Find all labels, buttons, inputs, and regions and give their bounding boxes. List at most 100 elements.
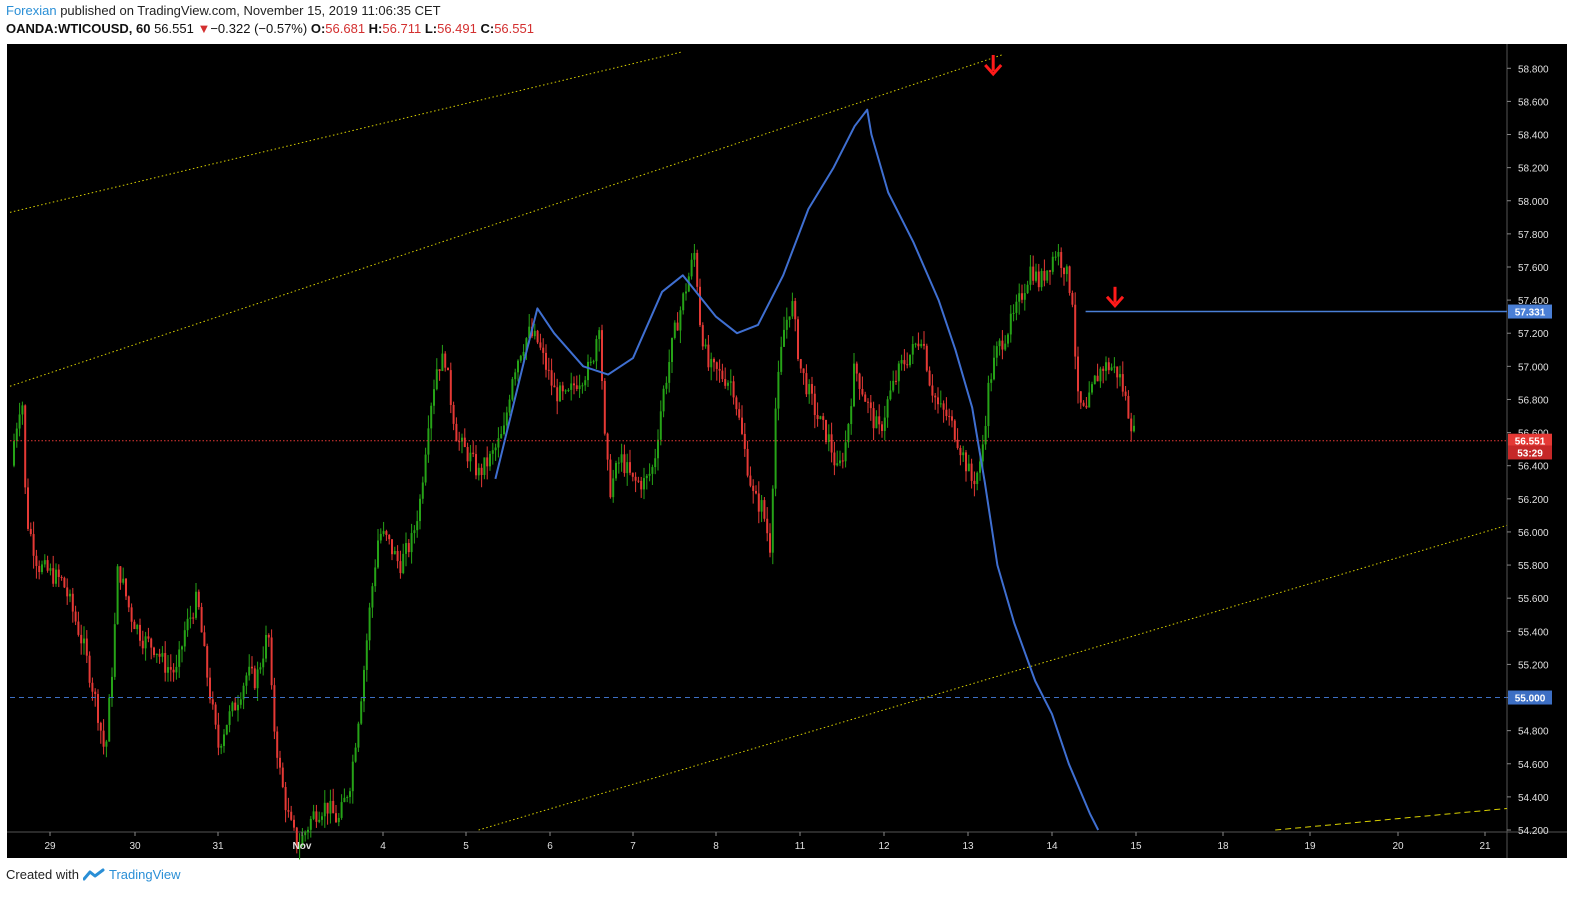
candle-body-295	[839, 460, 841, 464]
candle-body-260	[741, 417, 743, 434]
candle-body-175	[503, 425, 505, 434]
candle-body-97	[284, 787, 287, 811]
candle-body-135	[391, 539, 393, 555]
candle-body-233	[665, 382, 668, 389]
time-tick-label: 15	[1130, 841, 1142, 852]
candle-body-195	[559, 385, 561, 402]
open-value: 56.681	[325, 21, 366, 36]
candle-body-146	[421, 482, 424, 499]
candle-body-77	[228, 711, 231, 725]
time-tick-label: 21	[1479, 841, 1491, 852]
candle-body-43	[133, 621, 136, 630]
candle-body-258	[735, 397, 738, 410]
candle-body-280	[797, 319, 799, 360]
candle-body-291	[827, 434, 830, 443]
candle-body-389	[1102, 368, 1105, 371]
candle-body-137	[396, 551, 399, 562]
candle-body-95	[279, 757, 281, 768]
candle-body-268	[763, 500, 766, 519]
tradingview-link[interactable]: TradingView	[108, 867, 181, 882]
candle-body-282	[802, 368, 805, 374]
candle-body-90	[265, 634, 267, 659]
candle-body-206	[589, 361, 592, 363]
candle-body-330	[937, 397, 939, 405]
candle-body-250	[713, 358, 715, 363]
time-tick-label: 4	[380, 841, 386, 852]
time-tick-label: 31	[212, 841, 224, 852]
price-tick-label: 56.200	[1518, 495, 1549, 506]
candle-body-357	[1012, 312, 1015, 314]
candle-body-58	[175, 666, 178, 673]
candle-body-338	[959, 447, 962, 456]
candle-body-3	[21, 405, 24, 415]
candle-body-105	[307, 829, 309, 833]
candle-body-147	[424, 454, 427, 483]
candle-body-353	[1001, 340, 1004, 350]
candle-body-14	[52, 568, 55, 584]
candle-body-81	[239, 699, 242, 705]
candle-body-313	[889, 390, 892, 400]
svg-text:56.551: 56.551	[1515, 437, 1546, 448]
candle-body-56	[169, 667, 172, 670]
candle-body-134	[388, 534, 391, 540]
candle-body-108	[315, 811, 318, 822]
candle-body-371	[1051, 256, 1054, 272]
candle-body-141	[407, 543, 410, 553]
candle-body-363	[1029, 266, 1032, 285]
candle-body-265	[755, 490, 757, 494]
candle-body-350	[993, 357, 995, 380]
candle-body-87	[256, 669, 259, 689]
candle-body-124	[360, 701, 363, 724]
candle-body-334	[948, 416, 951, 418]
time-tick-label: 12	[878, 841, 890, 852]
candle-body-359	[1018, 293, 1021, 302]
author-link[interactable]: Forexian	[6, 3, 57, 18]
candle-body-221	[631, 472, 634, 477]
candle-body-32	[102, 730, 105, 747]
candle-body-21	[71, 593, 74, 612]
candle-body-16	[57, 569, 60, 578]
candle-body-385	[1091, 384, 1093, 393]
candle-body-129	[374, 567, 377, 587]
candle-body-155	[447, 367, 449, 371]
candle-body-183	[525, 338, 528, 352]
last-price: 56.551	[154, 21, 194, 36]
candle-body-28	[91, 682, 94, 692]
candle-body-167	[480, 467, 483, 476]
candle-body-159	[458, 441, 461, 443]
candle-body-62	[186, 618, 189, 631]
countdown-label: 53:29	[1508, 445, 1552, 460]
candle-body-346	[981, 444, 984, 462]
candle-body-315	[895, 380, 897, 382]
candle-body-217	[620, 454, 623, 463]
candle-body-290	[825, 419, 827, 443]
candle-body-261	[743, 433, 746, 449]
svg-text:55.000: 55.000	[1515, 694, 1546, 705]
candle-body-247	[704, 344, 707, 347]
candle-body-1	[15, 428, 18, 442]
candle-body-375	[1063, 267, 1065, 275]
candle-body-354	[1004, 343, 1007, 350]
candle-body-71	[211, 699, 214, 705]
candle-body-100	[293, 819, 295, 828]
candle-body-79	[234, 702, 237, 711]
candle-body-379	[1074, 304, 1077, 357]
candle-body-80	[237, 704, 239, 711]
candle-body-226	[645, 475, 648, 479]
candle-body-131	[379, 533, 382, 541]
candle-body-88	[259, 667, 262, 670]
candle-body-259	[738, 409, 741, 418]
candle-body-136	[393, 551, 396, 555]
candle-body-284	[808, 384, 811, 395]
candle-body-172	[494, 447, 497, 451]
candle-body-20	[69, 593, 71, 597]
price-tick-label: 57.200	[1518, 329, 1549, 340]
candle-body-68	[203, 632, 206, 647]
candle-body-94	[276, 731, 279, 758]
candle-body-192	[550, 370, 553, 386]
footer: Created with TradingView	[6, 867, 181, 882]
candle-body-272	[774, 408, 777, 489]
candle-body-294	[836, 463, 839, 466]
candle-body-312	[886, 399, 889, 418]
